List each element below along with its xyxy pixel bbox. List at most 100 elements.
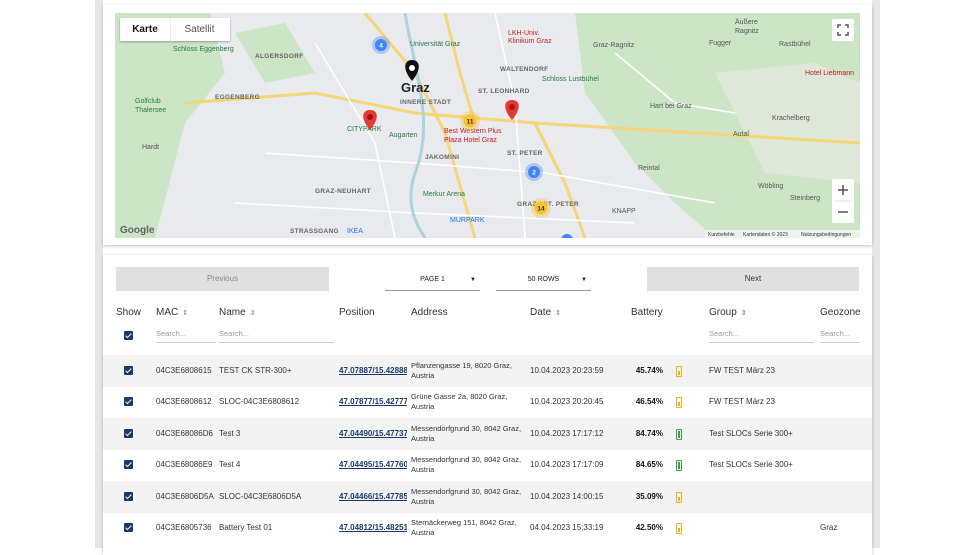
column-header[interactable]: Group ⇕ <box>709 307 747 318</box>
cluster-count: 11 <box>467 119 474 126</box>
map-label: Graz-Ragnitz <box>593 42 635 49</box>
sort-icon[interactable]: ⇕ <box>555 310 561 317</box>
map-label: Best Western Plus <box>444 128 502 135</box>
fullscreen-button[interactable] <box>832 19 854 41</box>
cluster[interactable] <box>375 39 387 51</box>
battery-level <box>678 402 680 407</box>
river <box>403 13 427 238</box>
row-checkbox[interactable] <box>124 523 133 533</box>
column-header: Address <box>411 307 448 318</box>
device-name: Battery Test 01 <box>219 523 273 533</box>
date: 10.04.2023 20:20:45 <box>530 397 604 407</box>
position-link[interactable]: 47.04466/15.47785 <box>339 491 407 501</box>
cluster[interactable] <box>561 234 573 238</box>
rows-select[interactable]: 50 ROWS ▼ <box>496 270 591 291</box>
map[interactable]: Universität Graz LKH-Univ. Klinikum Graz… <box>115 13 860 238</box>
map-tab[interactable]: Karte <box>132 24 158 35</box>
sidebar-edge <box>872 0 880 548</box>
map-footer-link[interactable]: Nutzungsbedingungen <box>801 232 851 238</box>
dropdown-arrow: ▼ <box>581 277 587 283</box>
map-label: CITYPARK <box>347 126 382 133</box>
group: FW TEST März 23 <box>709 365 775 375</box>
row-checkbox[interactable] <box>124 397 133 407</box>
search-input[interactable]: Search... <box>709 329 814 343</box>
map-card: Universität Graz LKH-Univ. Klinikum Graz… <box>103 5 872 245</box>
column-header[interactable]: Date ⇕ <box>530 307 561 318</box>
map-footer-link[interactable]: Kurzbefehle <box>708 232 735 238</box>
map-label: Hotel Liebmann <box>805 70 854 77</box>
sort-icon[interactable]: ⇕ <box>740 310 747 317</box>
column-header[interactable]: MAC ⇕ <box>156 307 189 318</box>
table-row[interactable] <box>103 512 872 544</box>
map-label: Hardt <box>142 144 159 151</box>
mac: 04C3E68086D6 <box>156 428 213 438</box>
map-label: Schloss Lustbühel <box>542 76 599 83</box>
position-link[interactable]: 47.04490/15.47737 <box>339 428 407 438</box>
map-label: Merkur Arena <box>423 191 465 198</box>
address: Messendorfgrund 30, 8042 Graz, Austria <box>411 455 522 475</box>
row-checkbox[interactable] <box>124 491 133 501</box>
red-pin[interactable] <box>505 100 519 120</box>
map-label: Autal <box>733 131 749 138</box>
device-name: Test 3 <box>219 428 241 438</box>
search-input[interactable]: Search... <box>820 329 860 343</box>
map-label: ALGERSDORF <box>255 53 304 60</box>
map-label: Graz <box>401 80 430 95</box>
cluster[interactable] <box>534 201 548 215</box>
row-checkbox[interactable] <box>124 460 133 470</box>
battery-level <box>678 496 680 501</box>
map-label: Krachelberg <box>772 115 810 122</box>
sort-icon[interactable]: ⇕ <box>249 310 256 317</box>
map-label: JAKOMINI <box>425 154 459 161</box>
map-label: KNAPP <box>612 208 636 215</box>
address: Messendorfgrund 30, 8042 Graz, Austria <box>411 423 522 443</box>
column-header: Show <box>116 307 142 318</box>
column-header: Position <box>339 307 375 318</box>
row-checkbox[interactable] <box>124 428 133 438</box>
battery-level <box>678 370 680 375</box>
sort-icon[interactable]: ⇕ <box>182 310 189 317</box>
geozone: Graz <box>820 523 838 533</box>
address: Grüne Gasse 2a, 8020 Graz, Austria <box>411 392 508 412</box>
google-logo: Google <box>120 225 155 236</box>
column-header: Battery <box>631 307 663 318</box>
map-label: Thalersee <box>135 107 166 114</box>
position-link[interactable]: 47.04495/15.47760 <box>339 460 407 470</box>
row-checkbox[interactable] <box>124 365 133 375</box>
map-label: WALTENDORF <box>500 66 548 73</box>
table-row[interactable] <box>103 386 872 418</box>
battery-icon <box>676 365 682 377</box>
map-label: ST. PETER <box>507 150 543 157</box>
table-row[interactable] <box>103 449 872 481</box>
cluster[interactable] <box>528 166 540 178</box>
battery-level <box>678 430 680 438</box>
table-row[interactable] <box>103 418 872 450</box>
position-link[interactable]: 47.07887/15.42888 <box>339 365 407 375</box>
map-tab[interactable]: Satellit <box>170 18 228 41</box>
search-input[interactable]: Search... <box>219 329 334 343</box>
battery-level <box>678 528 680 533</box>
previous-button[interactable]: Previous <box>116 267 329 291</box>
page-select[interactable]: PAGE 1 ▼ <box>385 270 480 291</box>
position-link[interactable]: 47.04812/15.48251 <box>339 523 407 533</box>
column-header: Geozone <box>820 307 861 318</box>
battery: 46.54% <box>635 397 663 407</box>
search-input[interactable]: Search... <box>156 329 216 343</box>
mac: 04C3E6808615 <box>156 365 212 375</box>
battery: 84.65% <box>635 460 663 470</box>
next-button[interactable]: Next <box>647 267 859 291</box>
position-link[interactable]: 47.07877/15.42777 <box>339 397 407 407</box>
black-pin[interactable] <box>405 60 419 81</box>
table-row[interactable] <box>103 481 872 513</box>
map-label: MURPARK <box>450 217 485 224</box>
device-name: SLOC-04C3E6806D5A <box>219 491 302 501</box>
red-pin[interactable] <box>363 110 377 130</box>
select-all-checkbox[interactable] <box>124 331 133 340</box>
cluster[interactable] <box>463 114 477 128</box>
map-label: LKH-Univ. <box>508 30 539 37</box>
zoom-controls[interactable] <box>832 179 854 223</box>
column-header[interactable]: Name ⇕ <box>219 307 256 318</box>
cluster-count: 14 <box>537 206 545 213</box>
table-row[interactable] <box>103 355 872 387</box>
